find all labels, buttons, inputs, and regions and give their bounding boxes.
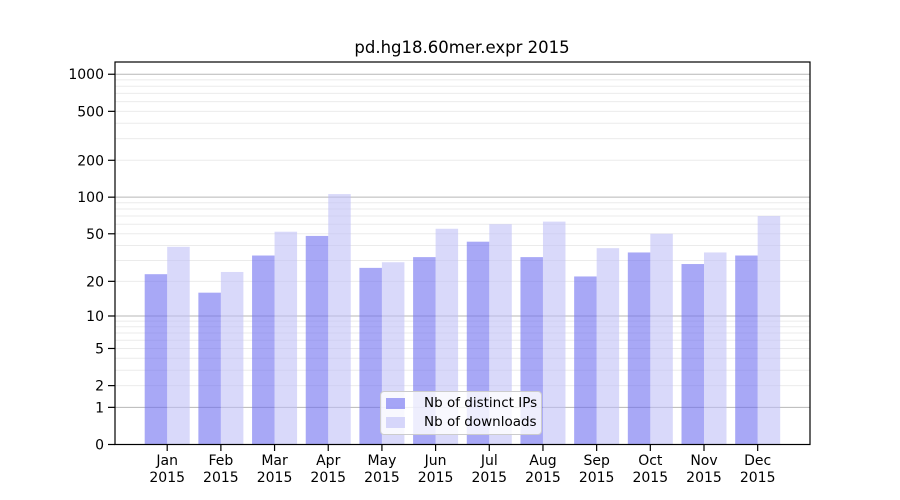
legend-item-distinct-ips: Nb of distinct IPs [386,394,538,413]
bar-distinct-ips-nov [681,264,704,445]
bar-distinct-ips-sep [574,276,597,445]
y-tick-label: 1000 [68,67,104,83]
y-tick-label: 1 [95,400,104,416]
x-tick-label-month: Jan [155,453,178,469]
y-tick-label: 500 [77,104,104,120]
x-tick-label-year: 2015 [310,470,346,486]
bar-distinct-ips-apr [305,235,329,445]
x-tick-label-year: 2015 [525,470,561,486]
legend-swatch-distinct-ips [386,398,405,409]
y-tick-label: 10 [86,309,104,325]
x-tick-label-year: 2015 [203,470,239,486]
x-tick-label-year: 2015 [257,470,293,486]
x-tick-label-year: 2015 [149,470,185,486]
y-tick-label: 5 [95,341,104,357]
bar-downloads-nov [704,252,727,445]
x-tick-label-year: 2015 [632,470,668,486]
bar-downloads-feb [220,271,244,445]
y-tick-label: 100 [77,190,104,206]
legend-label-downloads: Nb of downloads [424,414,537,430]
legend-label-distinct-ips: Nb of distinct IPs [424,395,538,411]
bar-distinct-ips-jan [144,274,168,445]
x-tick-label-month: Jul [480,453,498,469]
y-tick-label: 50 [86,227,104,243]
bar-downloads-sep [596,248,620,445]
x-tick-label-month: Apr [316,453,340,469]
y-tick-label: 2 [95,379,104,395]
x-tick-label-year: 2015 [579,470,615,486]
x-tick-label-month: May [367,453,396,469]
plot-border [114,61,811,446]
x-tick-label-month: Oct [638,453,663,469]
x-tick-label-year: 2015 [686,470,722,486]
y-tick-label: 20 [86,274,104,290]
x-tick-label-year: 2015 [418,470,454,486]
bar-downloads-jan [167,246,190,445]
y-tick-label: 200 [77,153,104,169]
bar-downloads-oct [650,233,673,445]
x-tick-label-year: 2015 [471,470,507,486]
x-tick-label-month: Dec [744,453,771,469]
x-tick-label-month: Aug [529,453,556,469]
bar-downloads-mar [274,231,298,445]
bar-downloads-dec [757,216,781,445]
bar-downloads-apr [328,194,351,445]
bar-distinct-ips-dec [735,255,758,445]
x-tick-label-month: Jun [424,453,447,469]
bar-distinct-ips-mar [252,255,275,445]
bar-distinct-ips-oct [627,252,651,445]
legend-item-downloads: Nb of downloads [386,413,537,432]
x-tick-label-month: Mar [261,453,288,469]
x-tick-label-month: Feb [208,453,233,469]
bar-distinct-ips-may [359,267,382,445]
legend-swatch-downloads [386,417,405,428]
x-tick-label-month: Nov [690,453,717,469]
bar-downloads-jun [435,228,459,445]
bar-downloads-aug [542,221,566,445]
chart-title: pd.hg18.60mer.expr 2015 [354,38,569,57]
x-tick-label-year: 2015 [740,470,776,486]
legend: Nb of distinct IPs Nb of downloads [380,391,542,435]
x-tick-label-month: Sep [583,453,610,469]
y-tick-label: 0 [95,438,104,454]
x-tick-label-year: 2015 [364,470,400,486]
bar-downloads-jul [489,224,512,445]
bar-distinct-ips-feb [198,292,221,445]
